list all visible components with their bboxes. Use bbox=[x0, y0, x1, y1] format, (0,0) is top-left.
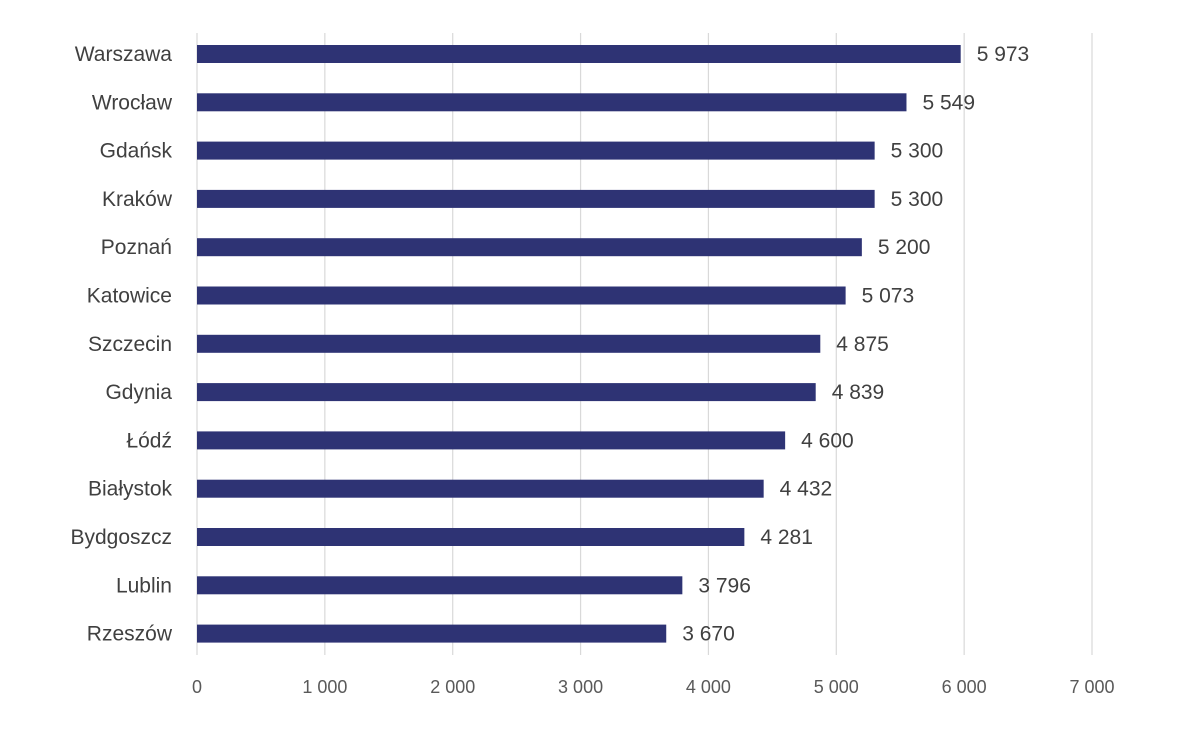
bar bbox=[197, 576, 683, 595]
x-tick-label: 0 bbox=[192, 677, 202, 697]
bar bbox=[197, 45, 961, 63]
x-axis-ticks: 0 1 000 2 000 3 000 4 000 5 000 6 000 7 000 bbox=[192, 677, 1115, 697]
value-label: 3 796 bbox=[698, 574, 751, 597]
bar bbox=[197, 141, 875, 160]
x-tick-label: 2 000 bbox=[430, 677, 475, 697]
value-labels: 5 973 5 549 5 300 5 300 5 200 5 073 4 875 4 839… bbox=[682, 43, 1029, 646]
category-label: Gdynia bbox=[105, 381, 172, 404]
value-label: 5 200 bbox=[878, 236, 931, 259]
x-tick-label: 1 000 bbox=[302, 677, 347, 697]
value-label: 4 432 bbox=[780, 478, 833, 501]
value-label: 5 300 bbox=[891, 188, 944, 211]
bar bbox=[197, 93, 907, 112]
bar bbox=[197, 479, 764, 498]
category-label: Warszawa bbox=[75, 43, 173, 66]
category-label: Białystok bbox=[88, 478, 173, 501]
value-label: 4 281 bbox=[760, 526, 813, 549]
category-label: Wrocław bbox=[92, 91, 173, 114]
bars bbox=[197, 45, 961, 643]
bar bbox=[197, 334, 821, 353]
category-label: Poznań bbox=[101, 236, 172, 259]
value-label: 4 875 bbox=[836, 333, 889, 356]
category-label: Rzeszów bbox=[87, 623, 173, 646]
bar bbox=[197, 238, 862, 257]
bar bbox=[197, 624, 667, 643]
value-label: 3 670 bbox=[682, 623, 735, 646]
bar bbox=[197, 286, 846, 305]
x-tick-label: 7 000 bbox=[1069, 677, 1114, 697]
value-label: 4 839 bbox=[832, 381, 885, 404]
bar bbox=[197, 528, 745, 546]
category-label: Szczecin bbox=[88, 333, 172, 356]
category-label: Gdańsk bbox=[100, 140, 173, 163]
x-tick-label: 3 000 bbox=[558, 677, 603, 697]
category-label: Kraków bbox=[102, 188, 173, 211]
category-label: Bydgoszcz bbox=[70, 526, 172, 549]
value-label: 5 549 bbox=[922, 91, 975, 114]
bar bbox=[197, 189, 875, 208]
value-label: 4 600 bbox=[801, 429, 854, 452]
category-labels: Warszawa Wrocław Gdańsk Kraków Poznań Katowic… bbox=[70, 43, 172, 646]
bar bbox=[197, 383, 816, 402]
bar bbox=[197, 431, 786, 450]
value-label: 5 973 bbox=[977, 43, 1030, 66]
x-tick-label: 5 000 bbox=[814, 677, 859, 697]
x-tick-label: 6 000 bbox=[942, 677, 987, 697]
category-label: Lublin bbox=[116, 574, 172, 597]
category-label: Katowice bbox=[87, 285, 172, 308]
category-label: Łódź bbox=[126, 429, 172, 452]
value-label: 5 073 bbox=[862, 285, 915, 308]
x-tick-label: 4 000 bbox=[686, 677, 731, 697]
value-label: 5 300 bbox=[891, 140, 944, 163]
